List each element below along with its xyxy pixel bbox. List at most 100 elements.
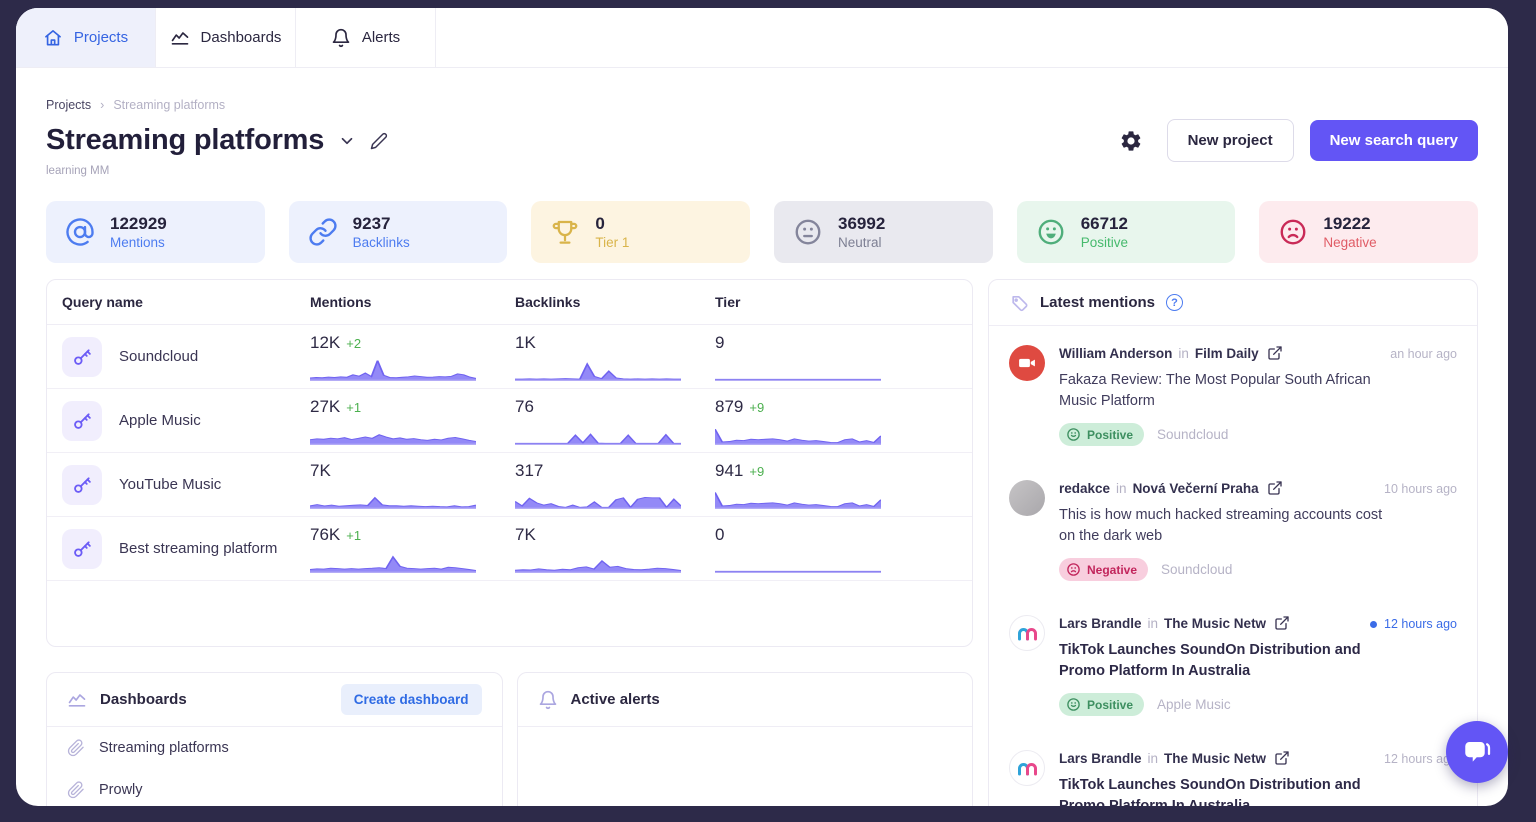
mention-author: William Anderson: [1059, 345, 1173, 361]
chevron-down-icon[interactable]: [338, 132, 356, 150]
stat-card-mentions[interactable]: 122929 Mentions: [46, 201, 265, 263]
mention-source[interactable]: Film Daily: [1194, 345, 1259, 361]
stat-value: 19222: [1323, 213, 1371, 233]
sentiment-badge[interactable]: Negative: [1059, 558, 1149, 582]
external-link-icon[interactable]: [1274, 615, 1290, 631]
mention-source[interactable]: Nová Večerní Praha: [1132, 480, 1259, 496]
mention-author: Lars Brandle: [1059, 750, 1142, 766]
mention-title[interactable]: Fakaza Review: The Most Popular South Af…: [1059, 372, 1371, 410]
stat-value: 36992: [838, 213, 886, 233]
query-name: YouTube Music: [119, 476, 222, 493]
metric-value: 317: [515, 460, 544, 480]
query-name: Apple Music: [119, 412, 201, 429]
create-dashboard-button[interactable]: Create dashboard: [340, 684, 482, 715]
app-window: Projects Dashboards Alerts Projects › St…: [16, 8, 1508, 806]
stat-card-backlinks[interactable]: 9237 Backlinks: [288, 201, 508, 263]
external-link-icon[interactable]: [1267, 345, 1283, 361]
sparkline-chart: [310, 359, 476, 381]
breadcrumb-projects[interactable]: Projects: [46, 98, 92, 112]
metric-value: 0: [715, 524, 725, 544]
settings-gear-icon[interactable]: [1119, 129, 1143, 153]
metric-delta: +9: [749, 463, 765, 479]
stat-card-tier-1[interactable]: 0 Tier 1: [531, 201, 751, 263]
area-chart-icon: [67, 690, 87, 710]
dashboard-item-label: Streaming platforms: [99, 740, 229, 756]
mention-item[interactable]: Lars Brandle in The Music Netw TikTok Launc…: [989, 731, 1477, 806]
metric-delta: +9: [749, 399, 765, 415]
table-header: Query name Mentions Backlinks Tier: [47, 280, 972, 325]
mention-query: Soundcloud: [1157, 427, 1229, 443]
new-project-button[interactable]: New project: [1166, 119, 1294, 162]
mention-timestamp: 10 hours ago: [1384, 482, 1457, 497]
mention-author: redakce: [1059, 480, 1111, 496]
face-negative-icon: [1278, 217, 1308, 247]
sparkline-chart: [310, 433, 476, 445]
stat-value: 0: [595, 213, 605, 233]
dashboard-item-prowly[interactable]: Prowly: [47, 769, 502, 806]
metric-delta: +1: [346, 527, 362, 543]
mention-title[interactable]: TikTok Launches SoundOn Distribution and…: [1059, 777, 1361, 806]
home-icon: [43, 28, 63, 48]
stat-value: 9237: [352, 213, 391, 233]
metric-value: 76K: [310, 524, 341, 544]
query-name: Best streaming platform: [119, 540, 278, 557]
mentions-list: William Anderson in Film Daily Fakaza Revie…: [989, 326, 1477, 806]
tab-alerts[interactable]: Alerts: [296, 8, 436, 67]
tab-label: Alerts: [361, 29, 401, 46]
paperclip-icon: [67, 781, 85, 799]
unread-dot: [1370, 620, 1378, 628]
query-row-youtube-music[interactable]: YouTube Music 7K 317 941 +9: [47, 453, 972, 517]
query-name: Soundcloud: [119, 348, 199, 365]
stat-label: Negative: [1323, 235, 1377, 251]
stat-label: Backlinks: [352, 235, 410, 251]
sparkline-chart: [515, 432, 681, 445]
dashboard-item-streaming-platforms[interactable]: Streaming platforms: [47, 727, 502, 769]
stat-label: Tier 1: [595, 235, 630, 251]
mention-author: Lars Brandle: [1059, 615, 1142, 631]
breadcrumb-separator: ›: [100, 98, 105, 112]
chat-widget-button[interactable]: [1446, 721, 1508, 783]
metric-value: 879: [715, 396, 744, 416]
latest-mentions-card: Latest mentions ? William Anderson in Film…: [988, 279, 1478, 806]
face-positive-icon: [1036, 217, 1066, 247]
avatar: [1009, 345, 1045, 381]
latest-mentions-title: Latest mentions: [1040, 294, 1156, 311]
query-row-soundcloud[interactable]: Soundcloud 12K +2 1K 9: [47, 325, 972, 389]
query-row-apple-music[interactable]: Apple Music 27K +1 76 879 +9: [47, 389, 972, 453]
key-icon: [62, 400, 102, 441]
sparkline-chart: [515, 559, 681, 573]
tab-dashboards[interactable]: Dashboards: [156, 8, 296, 67]
metric-delta: +1: [346, 399, 362, 415]
tab-label: Projects: [73, 29, 129, 46]
mention-item[interactable]: William Anderson in Film Daily Fakaza Revie…: [989, 326, 1477, 461]
query-row-best-streaming-platform[interactable]: Best streaming platform 76K +1 7K 0: [47, 517, 972, 581]
external-link-icon[interactable]: [1274, 750, 1290, 766]
stat-card-negative[interactable]: 19222 Negative: [1259, 201, 1479, 263]
mention-title[interactable]: This is how much hacked streaming accoun…: [1059, 507, 1383, 545]
mention-connector: in: [1147, 615, 1159, 631]
breadcrumb: Projects › Streaming platforms: [46, 98, 1478, 112]
external-link-icon[interactable]: [1267, 480, 1283, 496]
sentiment-badge[interactable]: Positive: [1059, 423, 1145, 447]
mention-item[interactable]: redakce in Nová Večerní Praha This is how m…: [989, 461, 1477, 596]
chat-bubble-icon: [1461, 736, 1493, 768]
at-icon: [65, 217, 95, 247]
help-icon[interactable]: ?: [1166, 294, 1184, 311]
mention-source[interactable]: The Music Netw: [1164, 615, 1267, 631]
stat-card-positive[interactable]: 66712 Positive: [1016, 201, 1236, 263]
stat-card-neutral[interactable]: 36992 Neutral: [774, 201, 993, 263]
stat-label: Mentions: [110, 235, 165, 251]
dashboards-card: Dashboards Create dashboard Streaming pl…: [46, 672, 503, 806]
mention-item[interactable]: Lars Brandle in The Music Netw TikTok Launc…: [989, 596, 1477, 731]
new-search-query-button[interactable]: New search query: [1309, 120, 1478, 161]
mention-connector: in: [1116, 480, 1127, 496]
sparkline-chart: [715, 428, 881, 445]
mention-source[interactable]: The Music Netw: [1164, 750, 1267, 766]
key-icon: [62, 528, 102, 569]
sparkline-chart: [715, 378, 881, 381]
edit-pencil-icon[interactable]: [370, 132, 388, 150]
mention-title[interactable]: TikTok Launches SoundOn Distribution and…: [1059, 642, 1361, 680]
tab-projects[interactable]: Projects: [16, 8, 156, 67]
sentiment-badge[interactable]: Positive: [1059, 693, 1145, 717]
mention-timestamp: an hour ago: [1390, 347, 1457, 361]
